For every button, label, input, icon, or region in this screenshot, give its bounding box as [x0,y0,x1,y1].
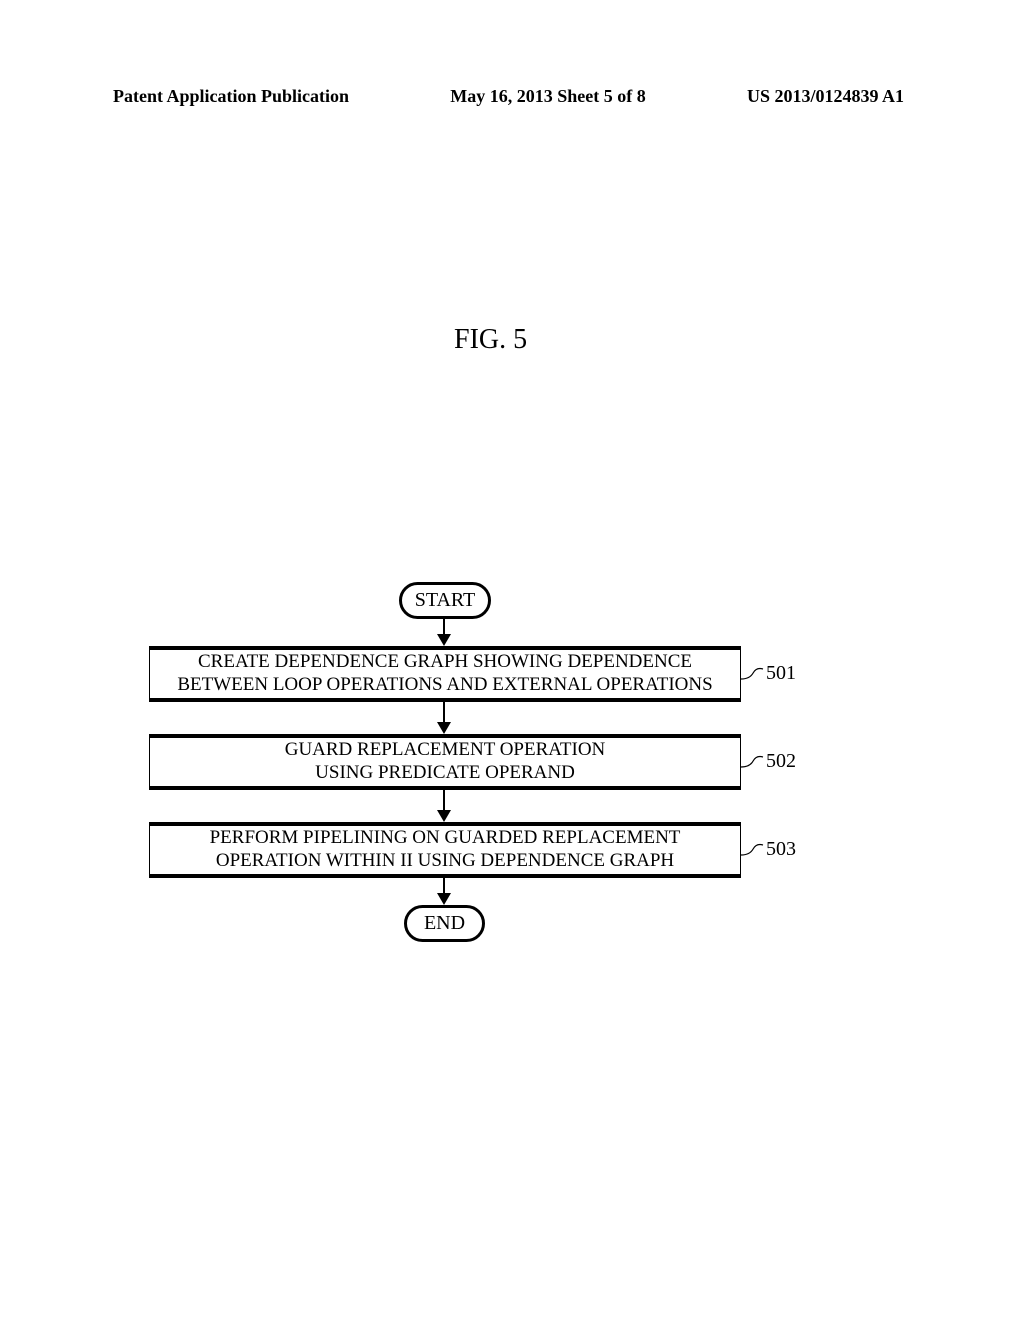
arrow-head [437,634,451,646]
ref-connector [741,665,765,683]
ref-connector [741,753,765,771]
process-step2: GUARD REPLACEMENT OPERATIONUSING PREDICA… [149,734,741,790]
node-label: END [424,912,465,935]
arrow-line [443,790,445,812]
process-step3: PERFORM PIPELINING ON GUARDED REPLACEMEN… [149,822,741,878]
ref-label-503: 503 [766,838,796,861]
flowchart-figure-5: FIG. 5 START CREATE DEPENDENCE GRAPH SHOWI… [0,0,1024,1320]
arrow-line [443,702,445,724]
terminator-start: START [399,582,491,619]
ref-label-501: 501 [766,662,796,685]
arrow-head [437,893,451,905]
process-step1: CREATE DEPENDENCE GRAPH SHOWING DEPENDEN… [149,646,741,702]
node-label: GUARD REPLACEMENT OPERATIONUSING PREDICA… [285,739,606,785]
ref-label-502: 502 [766,750,796,773]
node-label: CREATE DEPENDENCE GRAPH SHOWING DEPENDEN… [177,651,712,697]
node-label: PERFORM PIPELINING ON GUARDED REPLACEMEN… [210,827,681,873]
terminator-end: END [404,905,485,942]
ref-connector [741,841,765,859]
arrow-head [437,722,451,734]
arrow-head [437,810,451,822]
node-label: START [415,589,476,612]
figure-title: FIG. 5 [454,324,527,356]
